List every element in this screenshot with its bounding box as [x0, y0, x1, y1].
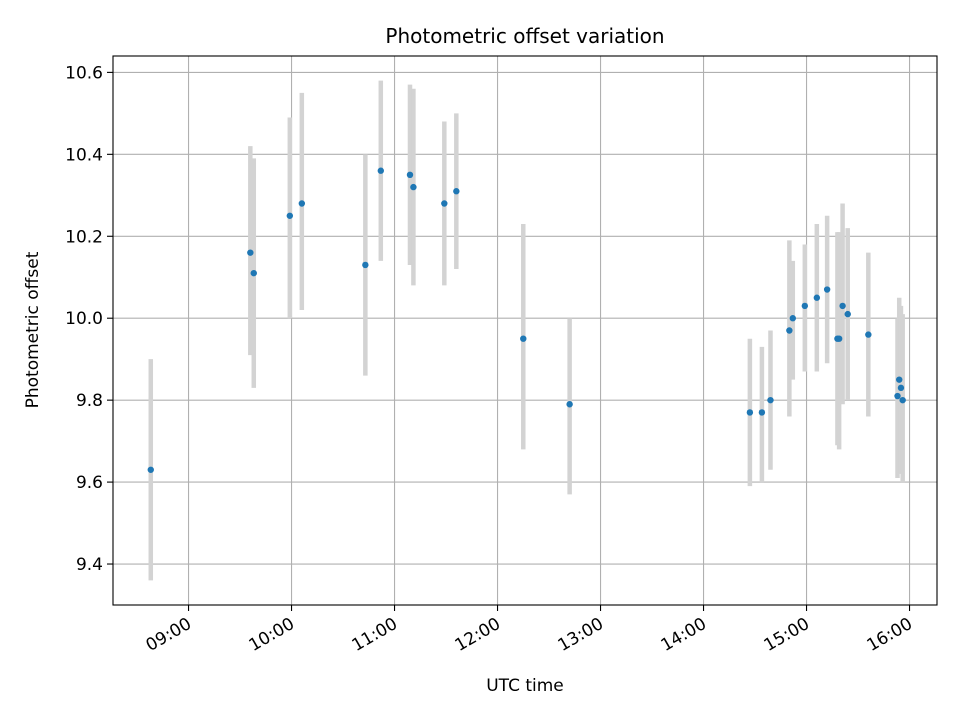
plot-frame [112, 55, 938, 606]
data-point [147, 466, 154, 473]
data-point [894, 392, 901, 400]
data-point [566, 401, 573, 408]
data-point [520, 335, 527, 342]
data-point [406, 171, 414, 179]
data-point [813, 294, 821, 301]
data-point [410, 183, 417, 191]
data-point [835, 335, 843, 342]
data-points [147, 167, 906, 473]
data-point [286, 212, 294, 219]
y-tick-label: 9.8 [76, 391, 103, 411]
y-tick-label: 10.6 [65, 63, 103, 83]
data-point [801, 302, 809, 310]
data-point [789, 315, 796, 322]
data-point [786, 327, 793, 334]
y-tick-label: 9.6 [76, 473, 103, 493]
data-point [767, 396, 774, 404]
data-point [897, 384, 905, 392]
data-point [839, 302, 846, 310]
data-point [250, 269, 257, 277]
data-point [441, 200, 448, 207]
y-axis-ticks: 9.4 9.6 9.8 10.0 10.2 10.4 10.6 [65, 63, 113, 575]
data-point [899, 396, 906, 404]
data-point [896, 376, 903, 383]
data-point [823, 286, 831, 293]
y-tick-label: 10.0 [65, 309, 103, 329]
data-point [362, 261, 369, 269]
data-point [746, 409, 754, 416]
data-point [298, 200, 306, 207]
data-point [377, 167, 384, 174]
data-point [453, 188, 460, 195]
x-axis-label: UTC time [486, 676, 564, 696]
data-point [247, 249, 254, 256]
data-point [844, 310, 851, 318]
y-tick-label: 10.2 [65, 227, 103, 247]
y-axis-label: Photometric offset [23, 251, 43, 408]
chart-title: Photometric offset variation [385, 24, 664, 48]
data-point [865, 331, 872, 338]
y-tick-label: 10.4 [65, 145, 103, 165]
data-point [758, 409, 766, 416]
y-tick-label: 9.4 [76, 555, 103, 575]
